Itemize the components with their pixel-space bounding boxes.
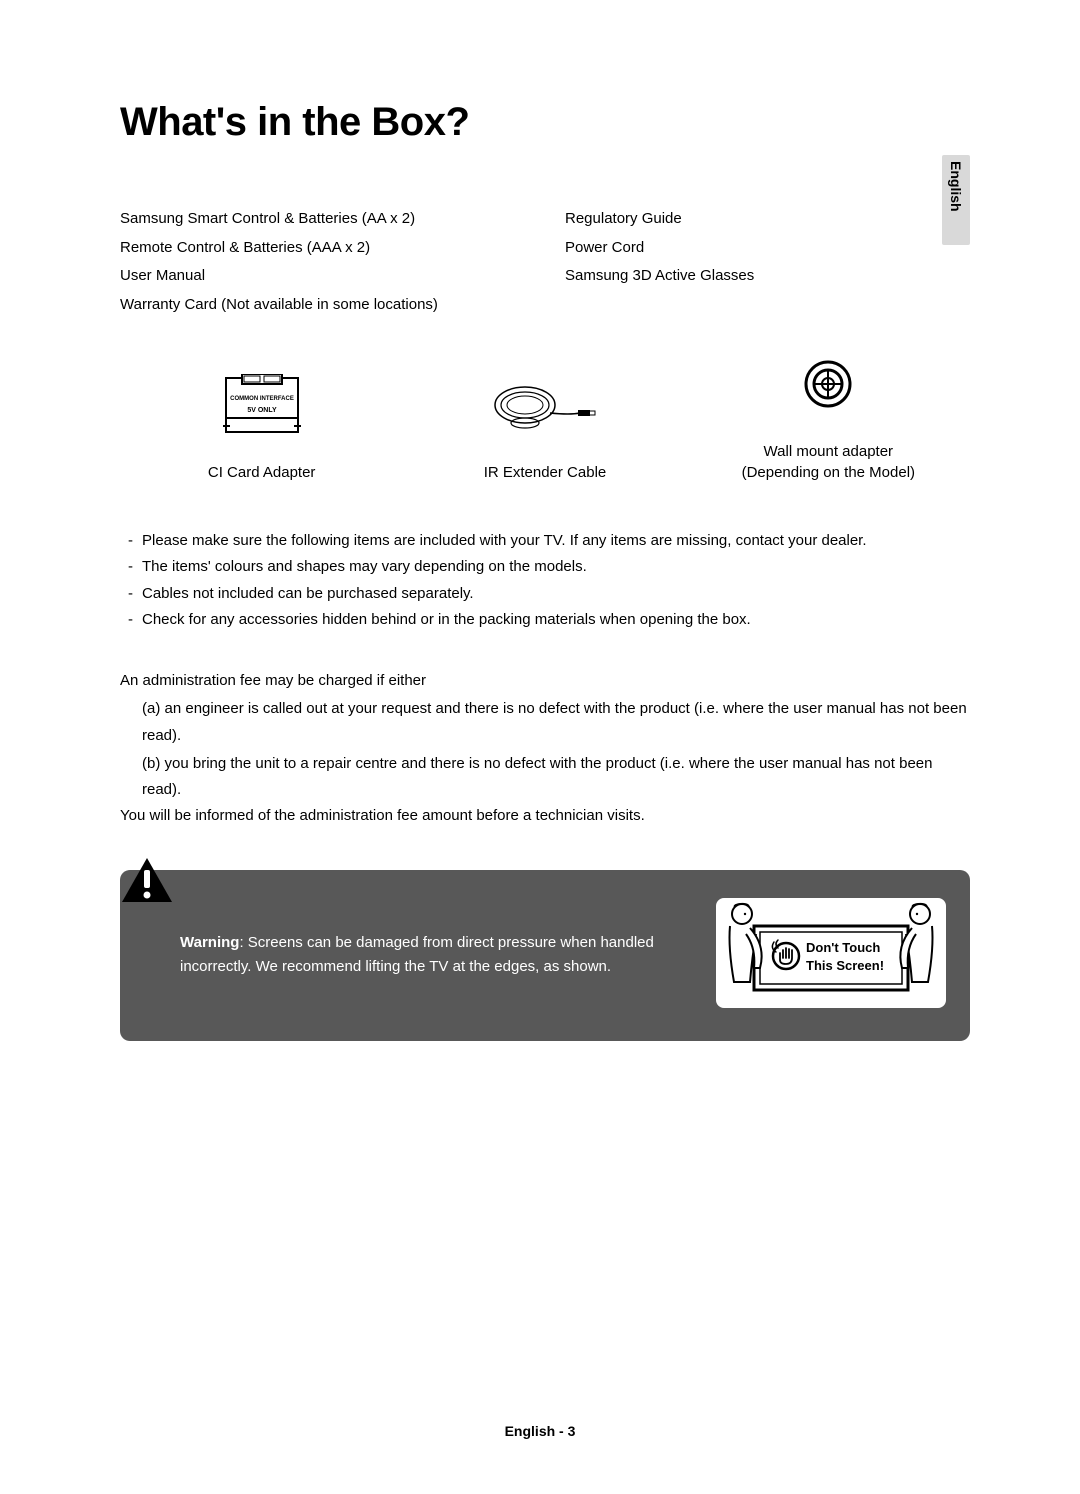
- admin-a: (a) an engineer is called out at your re…: [120, 696, 970, 749]
- accessory-wall-mount: Wall mount adapter (Depending on the Mod…: [688, 349, 969, 483]
- admin-fee-section: An administration fee may be charged if …: [120, 668, 970, 830]
- content-item: Samsung 3D Active Glasses: [565, 262, 970, 291]
- warning-body: : Screens can be damaged from direct pre…: [180, 934, 654, 975]
- content-item: Samsung Smart Control & Batteries (AA x …: [120, 205, 525, 234]
- note-item: Check for any accessories hidden behind …: [120, 607, 970, 633]
- accessory-label-line1: Wall mount adapter: [764, 443, 894, 460]
- svg-text:COMMON INTERFACE: COMMON INTERFACE: [230, 396, 294, 402]
- admin-outro: You will be informed of the administrati…: [120, 803, 970, 829]
- accessory-label: Wall mount adapter (Depending on the Mod…: [688, 441, 969, 483]
- warning-label: Warning: [180, 934, 239, 951]
- contents-columns: Samsung Smart Control & Batteries (AA x …: [120, 205, 970, 319]
- document-page: English What's in the Box? Samsung Smart…: [0, 0, 1080, 1494]
- content-item: Regulatory Guide: [565, 205, 970, 234]
- accessory-label-line2: (Depending on the Model): [742, 464, 915, 481]
- content-item: User Manual: [120, 262, 525, 291]
- warning-diagram: Don't Touch This Screen!: [716, 898, 946, 1013]
- ir-cable-icon: [405, 370, 686, 440]
- warning-text: Warning: Screens can be damaged from dir…: [180, 931, 696, 979]
- accessory-label: CI Card Adapter: [121, 462, 402, 483]
- page-title: What's in the Box?: [120, 100, 970, 145]
- accessory-label: IR Extender Cable: [405, 462, 686, 483]
- language-tab: English: [942, 155, 970, 245]
- note-item: Cables not included can be purchased sep…: [120, 581, 970, 607]
- contents-left: Samsung Smart Control & Batteries (AA x …: [120, 205, 525, 319]
- svg-text:Don't Touch: Don't Touch: [806, 940, 880, 955]
- warning-section: Warning: Screens can be damaged from dir…: [120, 870, 970, 1041]
- warning-box: Warning: Screens can be damaged from dir…: [120, 870, 970, 1041]
- content-item: Warranty Card (Not available in some loc…: [120, 291, 525, 320]
- notes-list: Please make sure the following items are…: [120, 528, 970, 633]
- accessory-ci-card: COMMON INTERFACE 5V ONLY CI Card Adapter: [121, 370, 402, 483]
- accessory-row: COMMON INTERFACE 5V ONLY CI Card Adapter: [120, 349, 970, 483]
- language-label: English: [948, 161, 964, 212]
- admin-b: (b) you bring the unit to a repair centr…: [120, 751, 970, 804]
- warning-icon: [120, 856, 174, 909]
- content-item: Remote Control & Batteries (AAA x 2): [120, 234, 525, 263]
- content-item: Power Cord: [565, 234, 970, 263]
- wall-mount-icon: [688, 349, 969, 419]
- svg-text:5V ONLY: 5V ONLY: [247, 407, 277, 414]
- ci-card-icon: COMMON INTERFACE 5V ONLY: [121, 370, 402, 440]
- accessory-ir-cable: IR Extender Cable: [405, 370, 686, 483]
- contents-right: Regulatory Guide Power Cord Samsung 3D A…: [565, 205, 970, 319]
- note-item: Please make sure the following items are…: [120, 528, 970, 554]
- admin-intro: An administration fee may be charged if …: [120, 668, 970, 694]
- svg-text:This Screen!: This Screen!: [806, 958, 884, 973]
- page-footer: English - 3: [0, 1423, 1080, 1439]
- note-item: The items' colours and shapes may vary d…: [120, 554, 970, 580]
